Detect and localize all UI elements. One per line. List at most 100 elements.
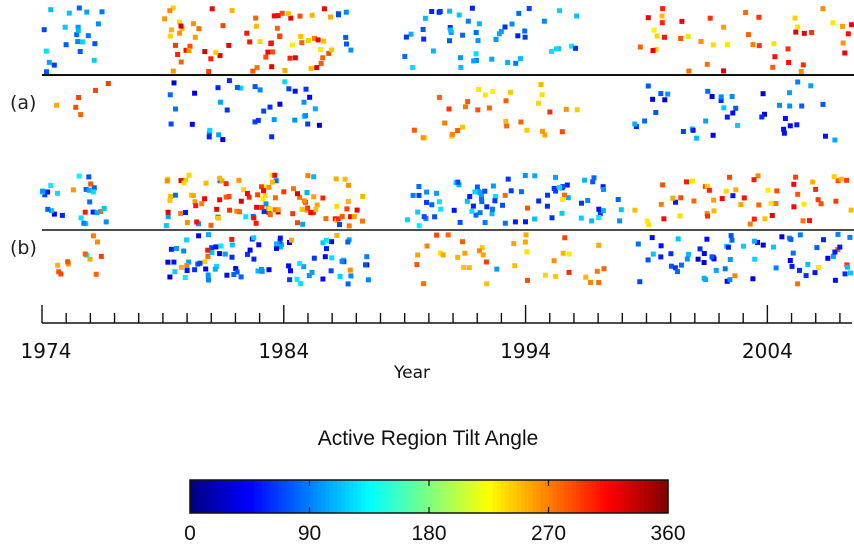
data-point xyxy=(320,240,326,246)
data-point xyxy=(272,195,278,201)
data-point xyxy=(483,259,489,265)
data-point xyxy=(480,252,486,258)
data-point xyxy=(695,256,701,262)
data-point xyxy=(320,195,326,201)
data-point xyxy=(508,89,513,95)
data-point xyxy=(238,85,244,91)
data-point xyxy=(233,266,239,272)
data-point xyxy=(559,197,565,202)
data-point xyxy=(650,48,656,53)
data-point xyxy=(704,183,710,189)
data-point xyxy=(260,196,266,202)
data-point xyxy=(760,242,766,248)
data-point xyxy=(343,9,349,15)
data-point xyxy=(167,33,173,39)
colorbar-swatch xyxy=(397,480,402,513)
data-point xyxy=(282,67,288,73)
data-point xyxy=(253,23,259,29)
data-point xyxy=(729,237,735,243)
colorbar-swatch xyxy=(245,480,251,513)
data-point xyxy=(513,60,519,66)
data-point xyxy=(75,28,81,34)
data-point xyxy=(590,179,596,185)
data-point xyxy=(840,23,845,29)
data-point xyxy=(511,241,517,247)
colorbar-swatch xyxy=(572,480,577,513)
data-point xyxy=(502,192,508,198)
data-point xyxy=(275,207,281,213)
data-point xyxy=(632,207,638,213)
data-point xyxy=(346,223,352,229)
data-point xyxy=(805,261,811,267)
data-point xyxy=(650,251,656,257)
data-point xyxy=(476,87,482,92)
data-point xyxy=(429,202,435,208)
data-point xyxy=(635,241,641,247)
data-point xyxy=(542,272,548,278)
data-point xyxy=(848,207,854,213)
data-point xyxy=(416,192,422,198)
data-point xyxy=(706,187,712,193)
data-point xyxy=(261,108,267,114)
data-point xyxy=(560,250,566,256)
data-point xyxy=(523,232,529,238)
data-point xyxy=(320,276,326,282)
data-point xyxy=(298,281,304,287)
data-point xyxy=(562,235,568,241)
data-point xyxy=(172,192,178,198)
data-point xyxy=(733,105,739,111)
data-point xyxy=(54,102,60,108)
data-point xyxy=(582,177,588,183)
data-point xyxy=(787,90,792,96)
data-point xyxy=(234,269,240,275)
data-point xyxy=(703,118,709,124)
data-point xyxy=(838,176,844,182)
colorbar-swatch xyxy=(628,480,633,513)
data-point xyxy=(791,181,797,187)
colorbar-swatch xyxy=(269,480,275,513)
data-point xyxy=(217,53,223,59)
colorbar-swatch xyxy=(480,480,486,513)
colorbar-swatch xyxy=(488,480,494,513)
data-point xyxy=(798,69,804,74)
colorbar-swatch xyxy=(429,480,434,513)
data-point xyxy=(668,251,674,257)
colorbar-swatch xyxy=(213,480,219,513)
data-point xyxy=(815,197,821,203)
data-point xyxy=(845,31,851,37)
data-point xyxy=(182,275,188,280)
data-point xyxy=(183,47,189,53)
data-point xyxy=(821,237,826,243)
data-point xyxy=(323,237,329,243)
data-point xyxy=(709,94,715,99)
data-point xyxy=(45,189,51,195)
data-point xyxy=(262,184,268,190)
data-point xyxy=(193,203,199,209)
colorbar-swatch xyxy=(253,480,259,513)
data-point xyxy=(272,172,278,178)
data-point xyxy=(844,177,850,183)
colorbar-swatch xyxy=(373,480,378,513)
data-point xyxy=(508,188,514,194)
data-point xyxy=(300,221,306,227)
data-point xyxy=(644,218,650,224)
data-point xyxy=(172,269,178,275)
data-point xyxy=(840,40,846,46)
data-point xyxy=(202,49,208,55)
data-point xyxy=(213,244,219,250)
colorbar-swatch xyxy=(432,480,438,513)
data-point xyxy=(311,194,317,200)
data-point xyxy=(563,106,569,112)
data-point xyxy=(486,105,492,111)
data-point xyxy=(305,173,311,179)
data-point xyxy=(574,13,580,19)
data-point xyxy=(251,235,257,241)
data-point xyxy=(301,198,307,204)
data-point xyxy=(277,239,283,244)
colorbar-swatch xyxy=(516,480,522,513)
data-point xyxy=(662,97,668,103)
data-point xyxy=(77,49,83,54)
data-point xyxy=(268,40,274,46)
data-point xyxy=(797,267,802,273)
data-point xyxy=(314,65,320,71)
